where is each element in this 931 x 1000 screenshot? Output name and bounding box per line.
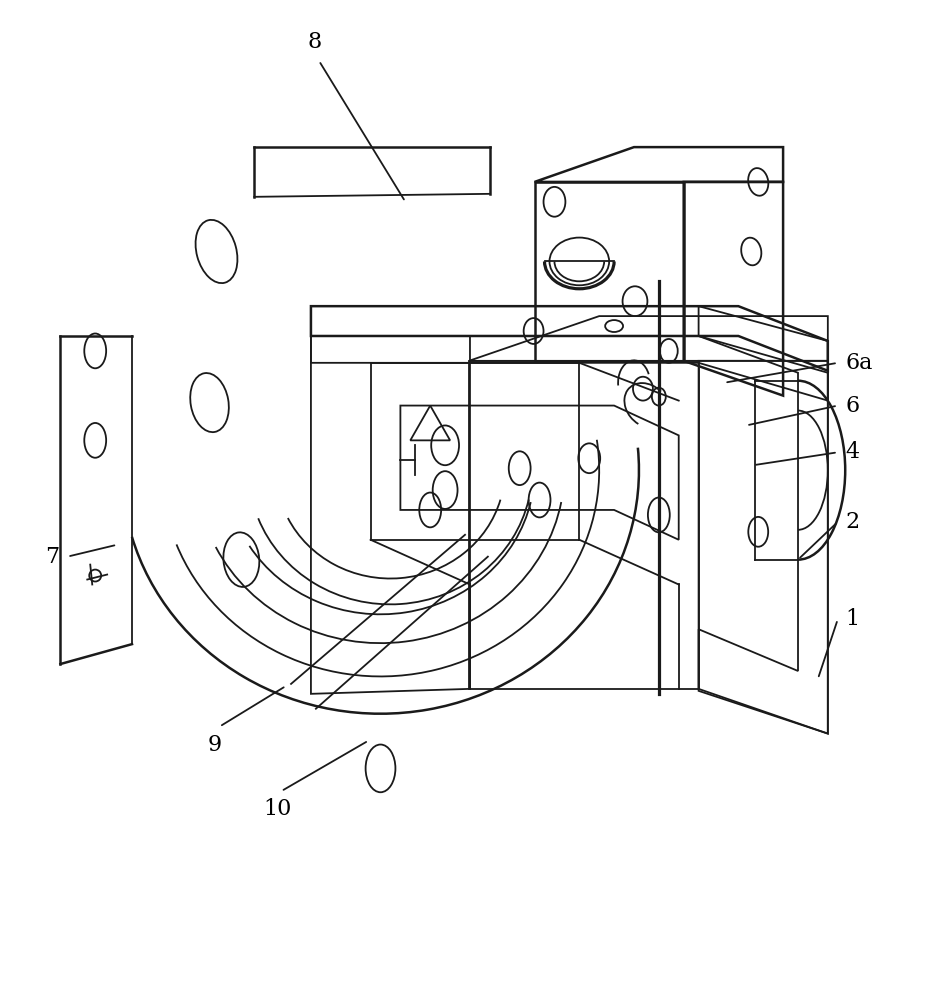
Text: 6: 6 (845, 395, 860, 417)
Text: 1: 1 (845, 608, 860, 630)
Text: 2: 2 (845, 511, 860, 533)
Text: 8: 8 (308, 31, 322, 53)
Text: 10: 10 (263, 798, 291, 820)
Text: 6a: 6a (845, 352, 873, 374)
Text: 9: 9 (208, 734, 222, 756)
Text: 7: 7 (46, 546, 60, 568)
Text: 4: 4 (845, 441, 860, 463)
